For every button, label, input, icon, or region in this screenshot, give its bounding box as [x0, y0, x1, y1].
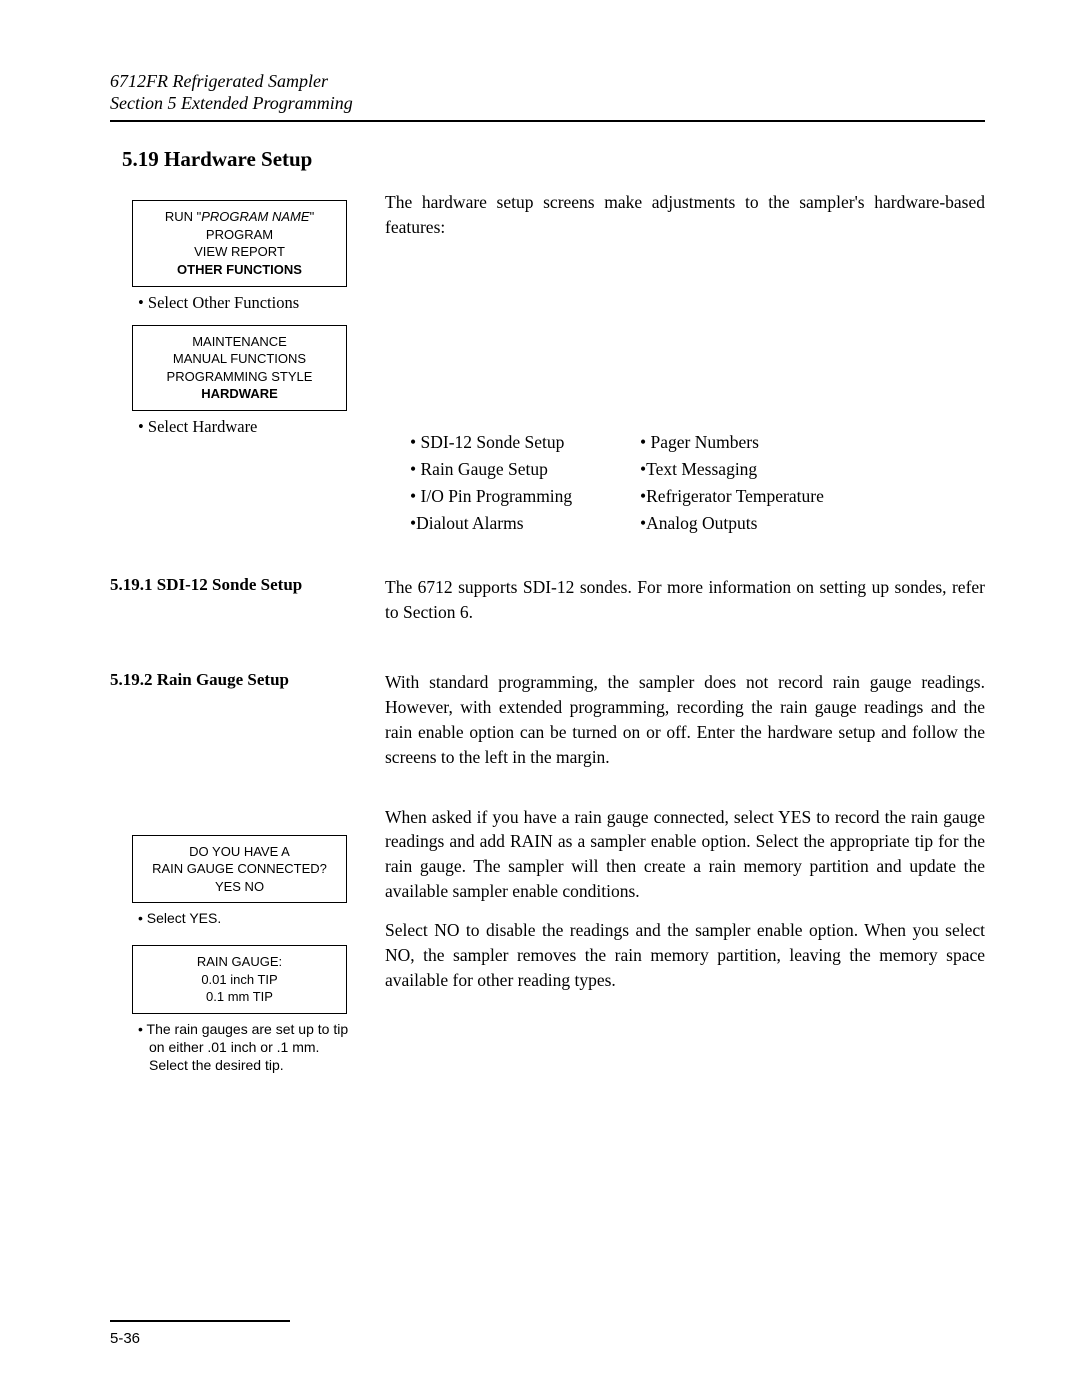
screen2-l4: HARDWARE	[137, 385, 342, 403]
screen-box-1: RUN "PROGRAM NAME" PROGRAM VIEW REPORT O…	[132, 200, 347, 286]
screen-box-3: DO YOU HAVE A RAIN GAUGE CONNECTED? YES …	[132, 835, 347, 904]
sub2-body3: Select NO to disable the readings and th…	[385, 918, 985, 993]
section-title: 5.19 Hardware Setup	[122, 147, 985, 172]
sub2-body2: When asked if you have a rain gauge conn…	[385, 805, 985, 904]
feat-r-1: •Text Messaging	[640, 457, 870, 482]
feat-r-0: • Pager Numbers	[640, 430, 870, 455]
feat-r-3: •Analog Outputs	[640, 511, 870, 536]
feature-lists: • SDI-12 Sonde Setup • Rain Gauge Setup …	[410, 430, 985, 537]
feat-r-2: •Refrigerator Temperature	[640, 484, 870, 509]
feat-l-3: •Dialout Alarms	[410, 511, 640, 536]
intro-text: The hardware setup screens make adjustme…	[385, 190, 985, 240]
sub1-label: 5.19.1 SDI-12 Sonde Setup	[110, 575, 385, 595]
side-note-3: • Select YES.	[138, 909, 355, 927]
screen4-l1: RAIN GAUGE:	[137, 953, 342, 971]
sub1-body: The 6712 supports SDI-12 sondes. For mor…	[385, 575, 985, 625]
page-footer: 5-36	[110, 1320, 985, 1347]
subsection-1: 5.19.1 SDI-12 Sonde Setup The 6712 suppo…	[110, 575, 985, 625]
screen4-l3: 0.1 mm TIP	[137, 988, 342, 1006]
features-left: • SDI-12 Sonde Setup • Rain Gauge Setup …	[410, 430, 640, 537]
feat-l-1: • Rain Gauge Setup	[410, 457, 640, 482]
screen3-l2: RAIN GAUGE CONNECTED?	[137, 860, 342, 878]
features-right: • Pager Numbers •Text Messaging •Refrige…	[640, 430, 870, 537]
side-note-2: • Select Hardware	[138, 417, 355, 437]
main-intro: The hardware setup screens make adjustme…	[385, 190, 985, 547]
screen1-post: "	[310, 209, 315, 224]
screen3-l1: DO YOU HAVE A	[137, 843, 342, 861]
left-sidebar-top: RUN "PROGRAM NAME" PROGRAM VIEW REPORT O…	[110, 190, 355, 448]
left-sidebar-bottom: DO YOU HAVE A RAIN GAUGE CONNECTED? YES …	[110, 805, 355, 1093]
screen2-l3: PROGRAMMING STYLE	[137, 368, 342, 386]
header-section: Section 5 Extended Programming	[110, 93, 985, 114]
feat-l-0: • SDI-12 Sonde Setup	[410, 430, 640, 455]
header-product: 6712FR Refrigerated Sampler	[110, 70, 985, 93]
subsection-2: 5.19.2 Rain Gauge Setup With standard pr…	[110, 670, 985, 769]
screen1-prog: PROGRAM NAME	[201, 209, 309, 224]
screen1-pre: RUN "	[165, 209, 201, 224]
screen1-l2: PROGRAM	[137, 226, 342, 244]
screen-box-4: RAIN GAUGE: 0.01 inch TIP 0.1 mm TIP	[132, 945, 347, 1014]
sub2-body1: With standard programming, the sampler d…	[385, 670, 985, 769]
screen1-l3: VIEW REPORT	[137, 243, 342, 261]
screen1-l4: OTHER FUNCTIONS	[137, 261, 342, 279]
header-rule	[110, 120, 985, 122]
screen4-l2: 0.01 inch TIP	[137, 971, 342, 989]
screen3-l3: YES NO	[137, 878, 342, 896]
screen-box-2: MAINTENANCE MANUAL FUNCTIONS PROGRAMMING…	[132, 325, 347, 411]
sub2-label: 5.19.2 Rain Gauge Setup	[110, 670, 385, 690]
page-header: 6712FR Refrigerated Sampler Section 5 Ex…	[110, 70, 985, 122]
footer-rule	[110, 1320, 290, 1322]
page-number: 5-36	[110, 1330, 985, 1347]
screen2-l2: MANUAL FUNCTIONS	[137, 350, 342, 368]
side-note-4: • The rain gauges are set up to tip on e…	[138, 1020, 355, 1075]
screen2-l1: MAINTENANCE	[137, 333, 342, 351]
side-note-1: • Select Other Functions	[138, 293, 355, 313]
sub2-continued: When asked if you have a rain gauge conn…	[385, 805, 985, 1007]
feat-l-2: • I/O Pin Programming	[410, 484, 640, 509]
